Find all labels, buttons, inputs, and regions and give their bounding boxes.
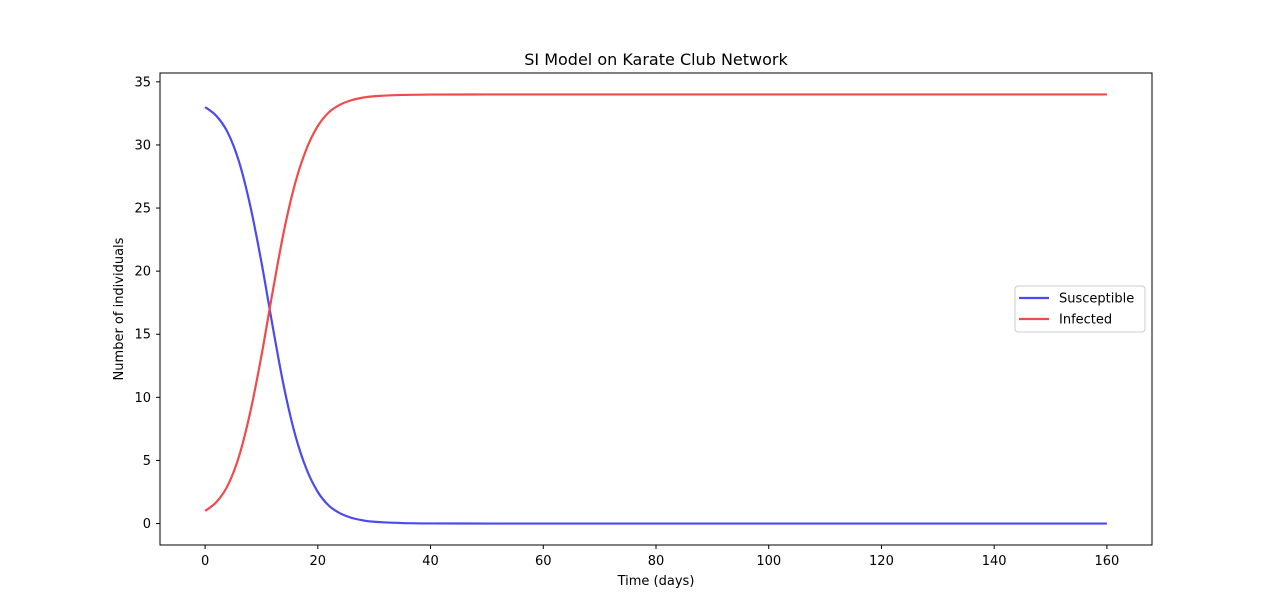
y-axis-ticks: 0 5 10 15 20 25 30 35 bbox=[134, 75, 160, 532]
series-layer bbox=[204, 93, 1107, 525]
y-tick-label: 35 bbox=[134, 75, 151, 90]
legend: Susceptible Infected bbox=[1014, 285, 1146, 333]
series-line-infected bbox=[204, 93, 1107, 512]
x-tick-label: 60 bbox=[535, 554, 552, 569]
x-tick-label: 0 bbox=[201, 554, 209, 569]
x-axis-ticks: 0 20 40 60 80 100 120 140 160 bbox=[201, 545, 1119, 569]
plot-area bbox=[160, 73, 1152, 545]
x-axis-label: Time (days) bbox=[617, 574, 695, 589]
y-tick-label: 5 bbox=[143, 454, 151, 469]
x-tick-label: 80 bbox=[648, 554, 665, 569]
chart-title: SI Model on Karate Club Network bbox=[524, 50, 788, 69]
y-tick-label: 30 bbox=[134, 138, 151, 153]
y-axis-label: Number of individuals bbox=[112, 237, 127, 380]
series-line-susceptible bbox=[204, 106, 1107, 525]
legend-label-susceptible: Susceptible bbox=[1059, 292, 1134, 307]
x-tick-label: 20 bbox=[310, 554, 327, 569]
y-tick-label: 20 bbox=[134, 265, 151, 280]
y-tick-label: 25 bbox=[134, 202, 151, 217]
x-tick-label: 100 bbox=[756, 554, 781, 569]
x-tick-label: 40 bbox=[422, 554, 439, 569]
y-tick-label: 15 bbox=[134, 328, 151, 343]
x-tick-label: 140 bbox=[982, 554, 1007, 569]
x-tick-label: 160 bbox=[1094, 554, 1119, 569]
y-tick-label: 10 bbox=[134, 391, 151, 406]
x-tick-label: 120 bbox=[869, 554, 894, 569]
legend-label-infected: Infected bbox=[1059, 313, 1112, 328]
y-tick-label: 0 bbox=[143, 517, 151, 532]
